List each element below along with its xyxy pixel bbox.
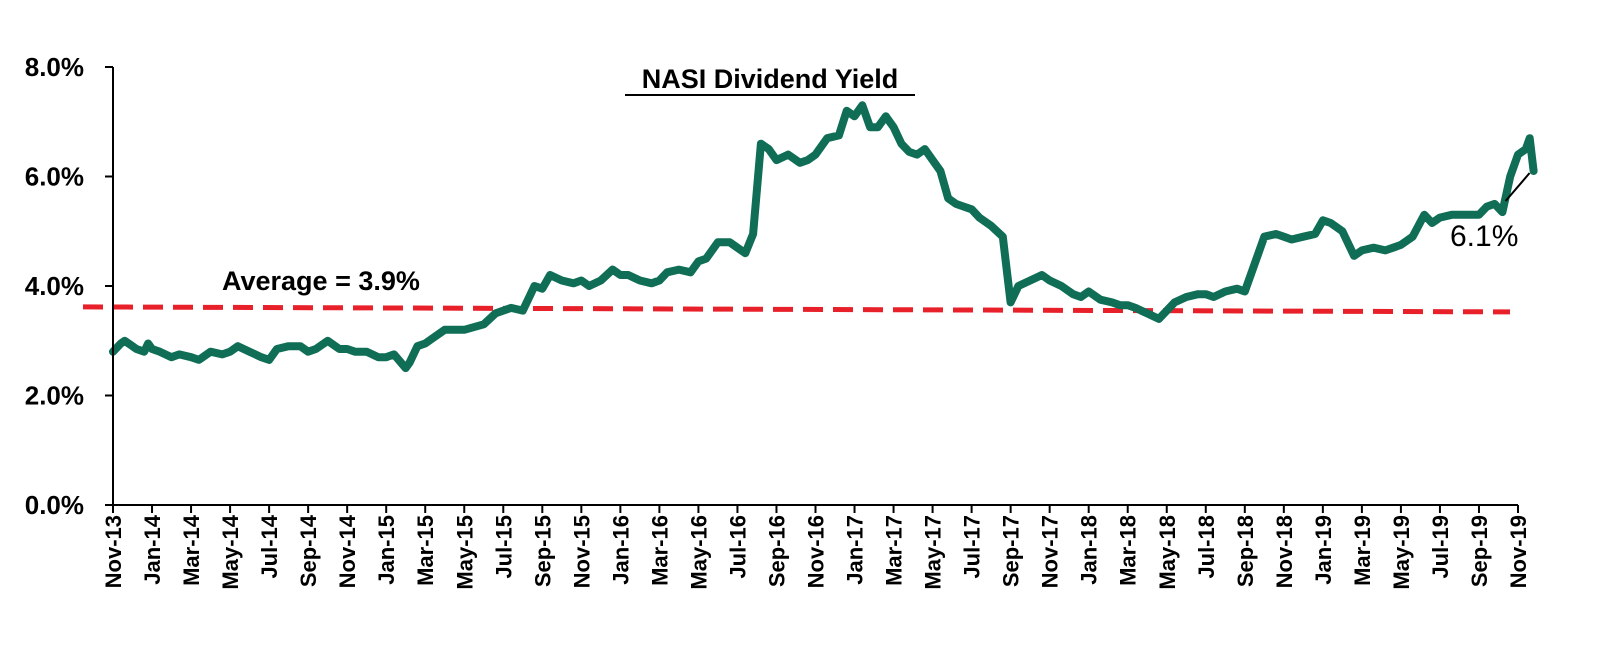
x-tick-label: Nov-15: [569, 515, 594, 588]
x-tick-label: May-14: [218, 514, 243, 589]
x-tick-label: Sep-19: [1467, 515, 1492, 587]
x-tick-label: Jan-18: [1077, 515, 1102, 585]
y-tick-label: 2.0%: [25, 381, 84, 411]
x-tick-label: Jul-14: [257, 514, 282, 578]
x-tick-label: Jan-17: [843, 515, 868, 585]
end-value-label: 6.1%: [1450, 220, 1518, 253]
average-label: Average = 3.9%: [222, 266, 420, 296]
x-tick-label: Jan-14: [140, 514, 165, 584]
x-tick-label: Sep-18: [1233, 515, 1258, 587]
y-axis-ticks: 0.0% 2.0% 4.0% 6.0% 8.0%: [25, 52, 113, 520]
x-tick-label: Jan-16: [608, 515, 633, 585]
x-tick-label: Mar-14: [179, 514, 204, 586]
x-tick-label: Mar-16: [647, 515, 672, 586]
y-tick-label: 6.0%: [25, 162, 84, 192]
x-axis-ticks: Nov-13 Jan-14 Mar-14 May-14 Jul-14 Sep-14 Nov-…: [101, 505, 1531, 590]
x-tick-label: Nov-18: [1272, 515, 1297, 588]
y-tick-label: 4.0%: [25, 271, 84, 301]
x-tick-label: May-18: [1155, 515, 1180, 590]
x-tick-label: Sep-16: [764, 515, 789, 587]
x-tick-label: Mar-18: [1116, 515, 1141, 586]
x-tick-label: May-19: [1389, 515, 1414, 590]
x-tick-label: Mar-19: [1350, 515, 1375, 586]
x-tick-label: Jul-18: [1194, 515, 1219, 579]
x-tick-label: Jan-15: [374, 515, 399, 585]
x-tick-label: Jul-15: [491, 515, 516, 579]
x-tick-label: Jul-19: [1428, 515, 1453, 579]
x-tick-label: Jan-19: [1311, 515, 1336, 585]
end-value-leader-line: [1504, 172, 1531, 202]
x-tick-label: Sep-14: [296, 514, 321, 587]
x-tick-label: Nov-16: [804, 515, 829, 588]
dividend-yield-line: [109, 101, 1538, 373]
x-tick-label: May-15: [452, 515, 477, 590]
chart-title: NASI Dividend Yield: [642, 64, 899, 94]
x-tick-label: Nov-17: [1038, 515, 1063, 588]
x-tick-label: Jul-17: [960, 515, 985, 579]
average-line: [82, 304, 1511, 315]
y-tick-label: 0.0%: [25, 490, 84, 520]
x-tick-label: Sep-17: [999, 515, 1024, 587]
x-tick-label: May-17: [921, 515, 946, 590]
x-tick-label: Mar-17: [882, 515, 907, 586]
x-tick-label: Nov-14: [335, 514, 360, 588]
x-tick-label: Mar-15: [413, 515, 438, 586]
x-tick-label: Nov-13: [101, 515, 126, 588]
x-tick-label: Jul-16: [725, 515, 750, 579]
x-tick-label: May-16: [686, 515, 711, 590]
x-tick-label: Nov-19: [1506, 515, 1531, 588]
x-tick-label: Sep-15: [530, 515, 555, 587]
y-tick-label: 8.0%: [25, 52, 84, 82]
